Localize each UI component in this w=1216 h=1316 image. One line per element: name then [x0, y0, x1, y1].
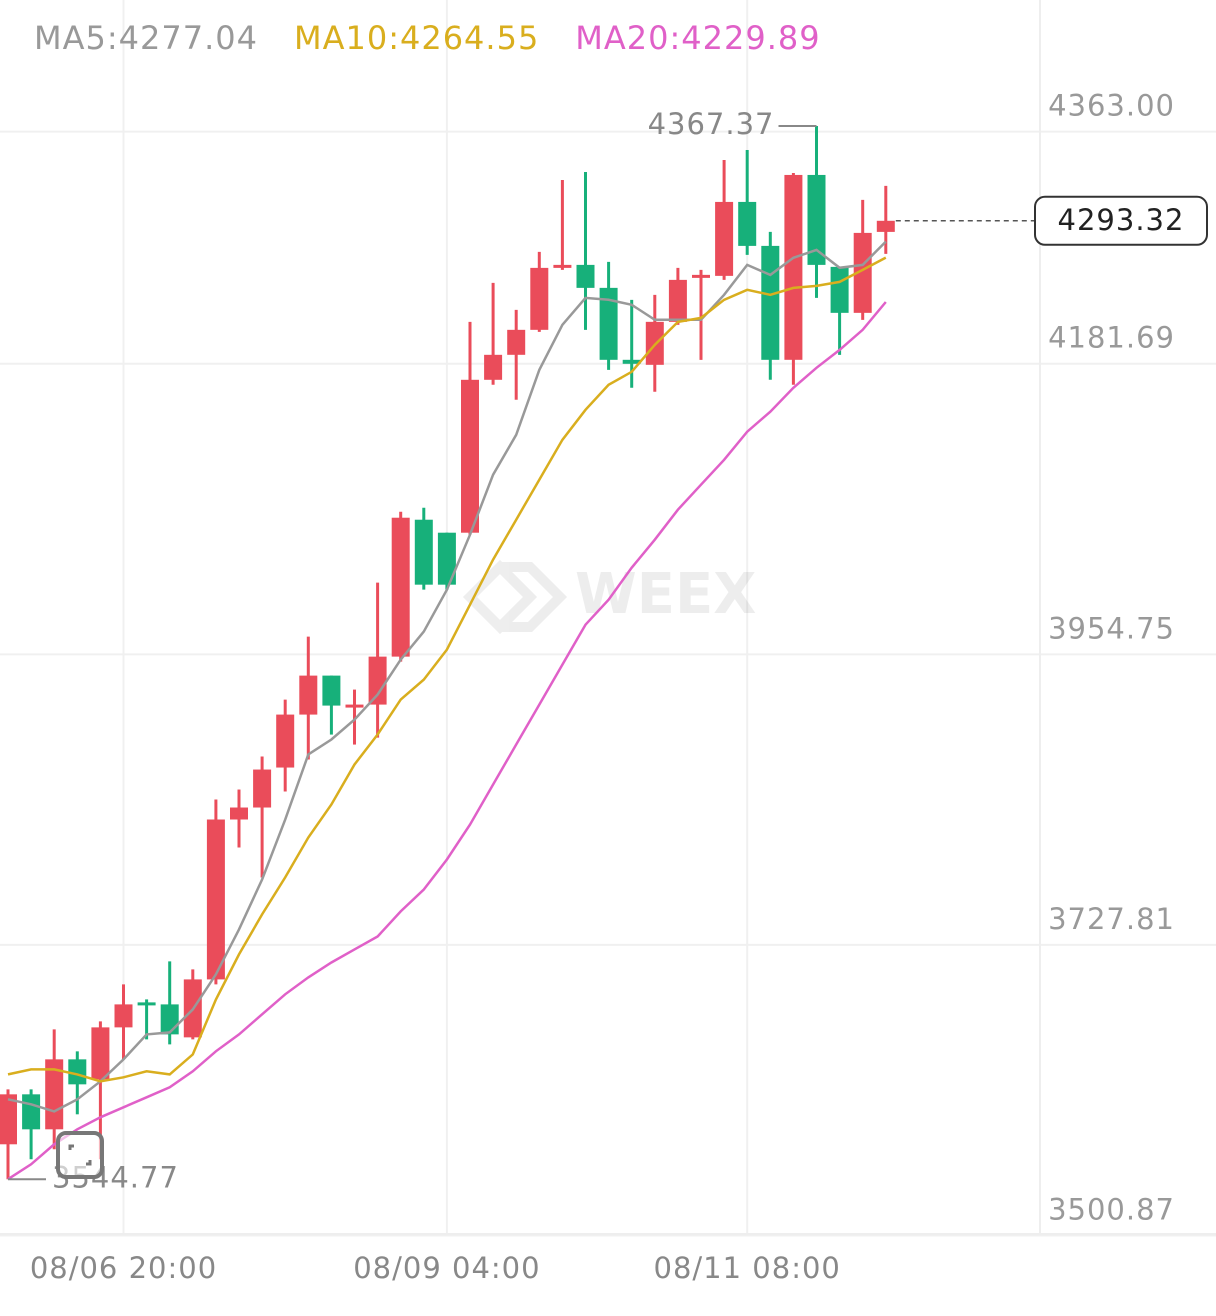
candle-body — [137, 1002, 156, 1006]
fullscreen-icon — [68, 1144, 92, 1166]
candle-body — [738, 201, 757, 246]
y-tick-label: 3954.75 — [1048, 611, 1175, 645]
ma-line — [7, 301, 887, 1181]
y-tick-label: 3500.87 — [1048, 1192, 1175, 1226]
candle-body — [276, 714, 295, 768]
candle-body — [345, 704, 364, 708]
candle-body — [668, 279, 687, 322]
candle-body — [853, 232, 872, 313]
legend-entry: MA20:4229.89 — [575, 19, 820, 57]
candle-body — [206, 819, 225, 980]
candle-body — [807, 174, 826, 265]
candle-body — [692, 274, 710, 278]
ma-line — [7, 240, 887, 1113]
legend-entry: MA10:4264.55 — [294, 19, 539, 57]
candle-body — [507, 329, 526, 355]
candle-body — [230, 807, 248, 820]
candle-body — [322, 675, 341, 706]
grid-layer: 4363.00 4181.69 3954.75 3727.81 3500.87 08/06… — [0, 0, 1216, 1285]
candle-body — [553, 264, 572, 268]
candle-body — [576, 264, 595, 288]
x-tick-label: 08/09 04:00 — [353, 1251, 540, 1285]
high-label: 4367.37 — [648, 107, 775, 141]
x-tick-label: 08/06 20:00 — [30, 1251, 217, 1285]
candle-body — [414, 519, 433, 585]
last-price-tag — [1034, 195, 1208, 246]
candle-body — [22, 1094, 41, 1130]
candle-body — [715, 201, 734, 276]
candle-body — [599, 287, 618, 360]
candle-body — [622, 359, 641, 364]
candle-body — [830, 266, 849, 313]
y-tick-label: 3727.81 — [1048, 902, 1175, 936]
legend: MA5:4277.04 MA10:4264.55 MA20:4229.89 — [34, 19, 820, 57]
candle-body — [91, 1027, 110, 1080]
candle-body — [461, 379, 479, 533]
fullscreen-button[interactable] — [56, 1131, 104, 1179]
watermark-logo — [462, 559, 568, 635]
x-tick-label: 08/11 08:00 — [654, 1251, 841, 1285]
watermark-text: WEEX — [575, 562, 756, 627]
candle-body — [437, 532, 456, 585]
candle-body — [876, 220, 895, 232]
candle-body — [114, 1004, 133, 1028]
candle-body — [391, 517, 410, 657]
candle-body — [68, 1059, 87, 1085]
candle-body — [761, 245, 780, 360]
y-tick-label: 4181.69 — [1048, 321, 1175, 355]
y-tick-label: 4363.00 — [1048, 89, 1175, 123]
candle-body — [784, 174, 803, 360]
candle-body — [484, 354, 503, 380]
candle-body — [0, 1094, 17, 1145]
ma-line — [7, 256, 887, 1083]
candle-body — [253, 769, 272, 808]
watermark: WEEX — [462, 559, 756, 635]
last-price-label: 4293.32 — [1058, 203, 1185, 237]
legend-entry: MA5:4277.04 — [34, 19, 258, 57]
candle-body — [45, 1059, 64, 1130]
candle-body — [299, 675, 318, 715]
candle-body — [160, 1004, 179, 1035]
candle-body — [530, 267, 549, 330]
candle-body — [368, 656, 387, 705]
